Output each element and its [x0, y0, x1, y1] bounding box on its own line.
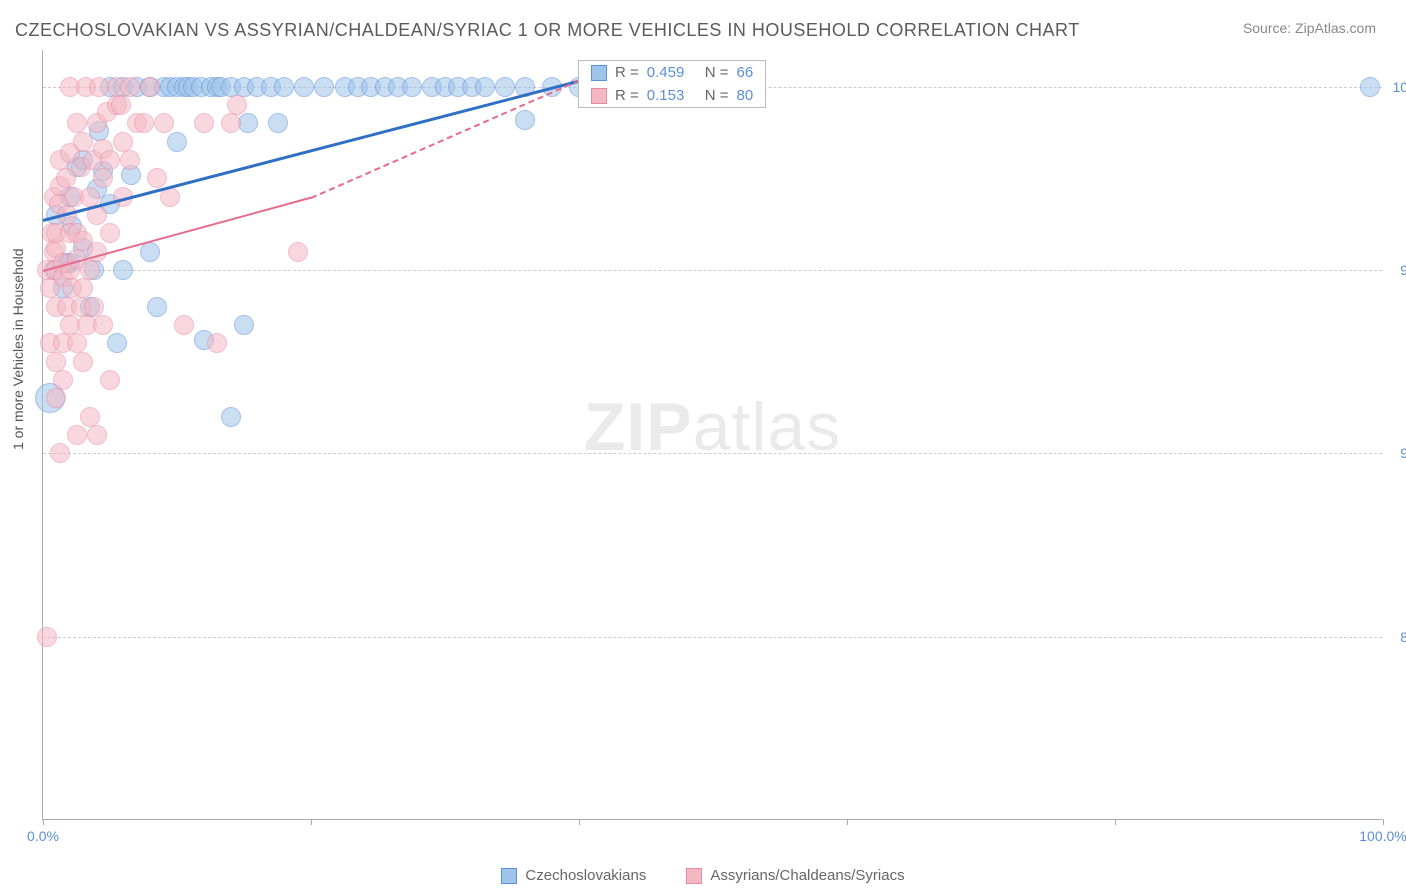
- data-point: [140, 77, 160, 97]
- legend-n-label: N =: [705, 87, 729, 104]
- data-point: [100, 223, 120, 243]
- gridline: [43, 637, 1382, 638]
- x-tick-mark: [579, 819, 580, 825]
- chart-title: CZECHOSLOVAKIAN VS ASSYRIAN/CHALDEAN/SYR…: [15, 20, 1080, 41]
- y-axis-label: 1 or more Vehicles in Household: [10, 248, 26, 450]
- data-point: [234, 315, 254, 335]
- data-point: [274, 77, 294, 97]
- source-label: Source: ZipAtlas.com: [1243, 20, 1376, 36]
- x-tick-mark: [847, 819, 848, 825]
- data-point: [207, 333, 227, 353]
- data-point: [475, 77, 495, 97]
- data-point: [67, 425, 87, 445]
- data-point: [80, 407, 100, 427]
- data-point: [67, 333, 87, 353]
- data-point: [268, 113, 288, 133]
- legend-swatch: [686, 868, 702, 884]
- legend-r-value: 0.459: [647, 64, 697, 81]
- data-point: [73, 352, 93, 372]
- legend-n-label: N =: [705, 64, 729, 81]
- y-tick-label: 90.0%: [1390, 445, 1406, 461]
- x-tick-label: 0.0%: [27, 828, 59, 844]
- data-point: [221, 407, 241, 427]
- legend-r-value: 0.153: [647, 87, 697, 104]
- data-point: [167, 132, 187, 152]
- legend-label: Czechoslovakians: [525, 867, 646, 884]
- data-point: [154, 113, 174, 133]
- data-point: [80, 260, 100, 280]
- y-tick-label: 85.0%: [1390, 629, 1406, 645]
- x-tick-mark: [43, 819, 44, 825]
- chart-plot-area: ZIPatlas 85.0%90.0%95.0%100.0%0.0%100.0%: [42, 50, 1382, 820]
- data-point: [238, 113, 258, 133]
- legend-row: R = 0.153 N = 80: [579, 84, 765, 107]
- data-point: [53, 370, 73, 390]
- legend-swatch: [591, 88, 607, 104]
- data-point: [227, 95, 247, 115]
- legend-r-label: R =: [615, 87, 639, 104]
- y-tick-label: 95.0%: [1390, 262, 1406, 278]
- data-point: [495, 77, 515, 97]
- data-point: [84, 297, 104, 317]
- data-point: [80, 187, 100, 207]
- data-point: [107, 333, 127, 353]
- gridline: [43, 453, 1382, 454]
- data-point: [140, 242, 160, 262]
- data-point: [402, 77, 422, 97]
- data-point: [221, 113, 241, 133]
- data-point: [294, 77, 314, 97]
- data-point: [100, 370, 120, 390]
- legend-n-value: 80: [737, 87, 754, 104]
- data-point: [46, 352, 66, 372]
- data-point: [120, 150, 140, 170]
- data-point: [147, 297, 167, 317]
- data-point: [314, 77, 334, 97]
- data-point: [1360, 77, 1380, 97]
- legend-label: Assyrians/Chaldeans/Syriacs: [710, 867, 904, 884]
- data-point: [37, 627, 57, 647]
- data-point: [50, 443, 70, 463]
- legend-r-label: R =: [615, 64, 639, 81]
- data-point: [147, 168, 167, 188]
- data-point: [87, 425, 107, 445]
- data-point: [134, 113, 154, 133]
- data-point: [113, 260, 133, 280]
- y-tick-label: 100.0%: [1390, 79, 1406, 95]
- data-point: [288, 242, 308, 262]
- legend-item: Czechoslovakians: [501, 867, 646, 884]
- series-legend: Czechoslovakians Assyrians/Chaldeans/Syri…: [0, 867, 1406, 884]
- x-tick-mark: [311, 819, 312, 825]
- data-point: [67, 113, 87, 133]
- data-point: [174, 315, 194, 335]
- data-point: [93, 168, 113, 188]
- data-point: [515, 110, 535, 130]
- data-point: [194, 113, 214, 133]
- data-point: [113, 132, 133, 152]
- correlation-legend: R = 0.459 N = 66 R = 0.153 N = 80: [578, 60, 766, 108]
- legend-item: Assyrians/Chaldeans/Syriacs: [686, 867, 904, 884]
- data-point: [120, 77, 140, 97]
- gridline: [43, 270, 1382, 271]
- x-tick-mark: [1115, 819, 1116, 825]
- data-point: [93, 315, 113, 335]
- data-point: [46, 388, 66, 408]
- data-point: [73, 278, 93, 298]
- data-point: [111, 95, 131, 115]
- legend-swatch: [501, 868, 517, 884]
- x-tick-mark: [1383, 819, 1384, 825]
- x-tick-label: 100.0%: [1359, 828, 1406, 844]
- legend-row: R = 0.459 N = 66: [579, 61, 765, 84]
- data-point: [100, 150, 120, 170]
- data-point: [73, 132, 93, 152]
- legend-swatch: [591, 65, 607, 81]
- legend-n-value: 66: [737, 64, 754, 81]
